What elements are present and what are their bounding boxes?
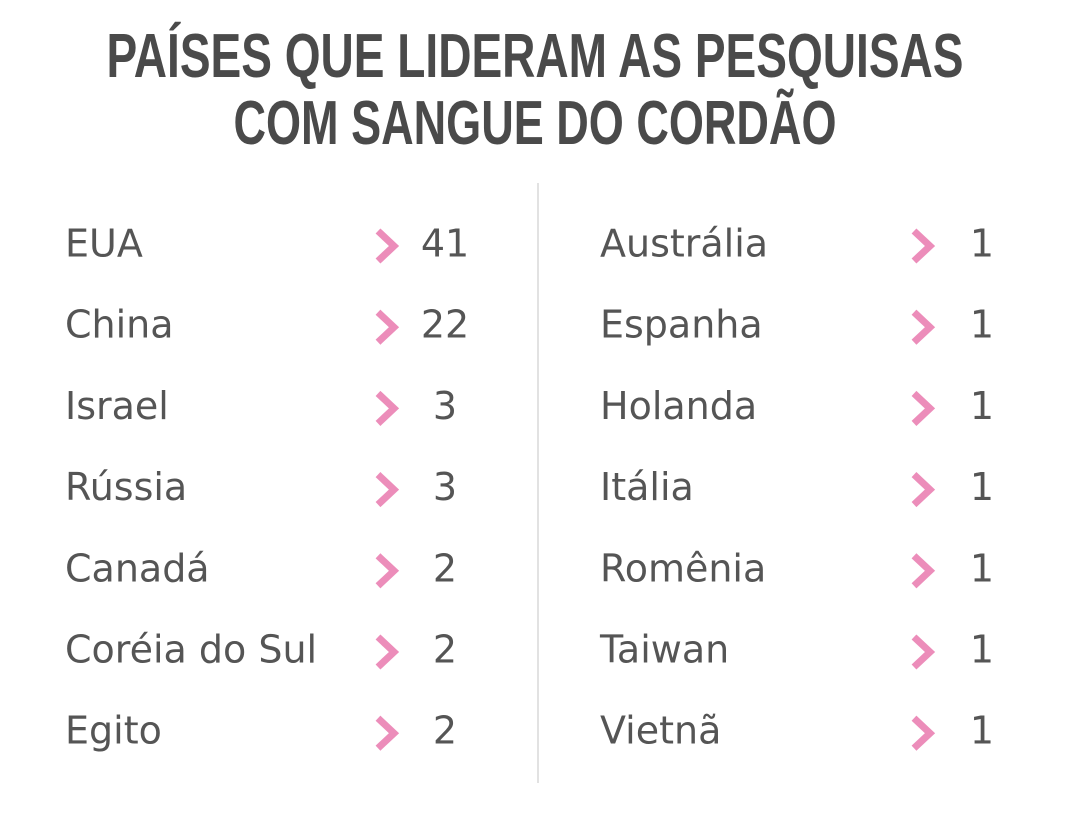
chevron xyxy=(375,228,400,264)
chevron xyxy=(911,228,936,264)
chevron xyxy=(375,553,400,589)
study-count: 1 xyxy=(970,465,994,509)
country-name: Vietnã xyxy=(600,709,721,753)
chevron xyxy=(911,553,936,589)
country-name: China xyxy=(65,303,174,347)
country-name: EUA xyxy=(65,222,143,266)
study-count: 2 xyxy=(433,546,457,590)
title-line: PAÍSES QUE LIDERAM AS PESQUISAS xyxy=(107,22,964,91)
study-count: 1 xyxy=(970,222,994,266)
chevron xyxy=(911,472,936,508)
country-name: Espanha xyxy=(600,303,763,347)
study-count: 1 xyxy=(970,628,994,672)
study-count: 3 xyxy=(433,384,457,428)
country-name: Coréia do Sul xyxy=(65,628,317,672)
chevron xyxy=(375,472,400,508)
study-count: 22 xyxy=(421,303,469,347)
country-name: Rússia xyxy=(65,465,187,509)
study-count: 1 xyxy=(970,709,994,753)
chevron xyxy=(911,634,936,670)
country-name: Israel xyxy=(65,384,169,428)
chevron xyxy=(375,715,400,751)
chevron xyxy=(911,390,936,426)
study-count: 1 xyxy=(970,303,994,347)
study-count: 2 xyxy=(433,628,457,672)
title-line: COM SANGUE DO CORDÃO xyxy=(234,89,837,158)
study-count: 3 xyxy=(433,465,457,509)
country-name: Holanda xyxy=(600,384,757,428)
country-name: Egito xyxy=(65,709,162,753)
chevron xyxy=(375,634,400,670)
study-count: 2 xyxy=(433,709,457,753)
chevron xyxy=(911,309,936,345)
study-count: 1 xyxy=(970,546,994,590)
study-count: 1 xyxy=(970,384,994,428)
chevron xyxy=(911,715,936,751)
country-name: Austrália xyxy=(600,222,768,266)
country-name: Taiwan xyxy=(599,628,729,672)
chevron xyxy=(375,390,400,426)
country-name: Romênia xyxy=(600,546,766,590)
country-name: Itália xyxy=(600,465,694,509)
chevron xyxy=(375,309,400,345)
study-count: 41 xyxy=(421,222,469,266)
country-name: Canadá xyxy=(65,546,210,590)
